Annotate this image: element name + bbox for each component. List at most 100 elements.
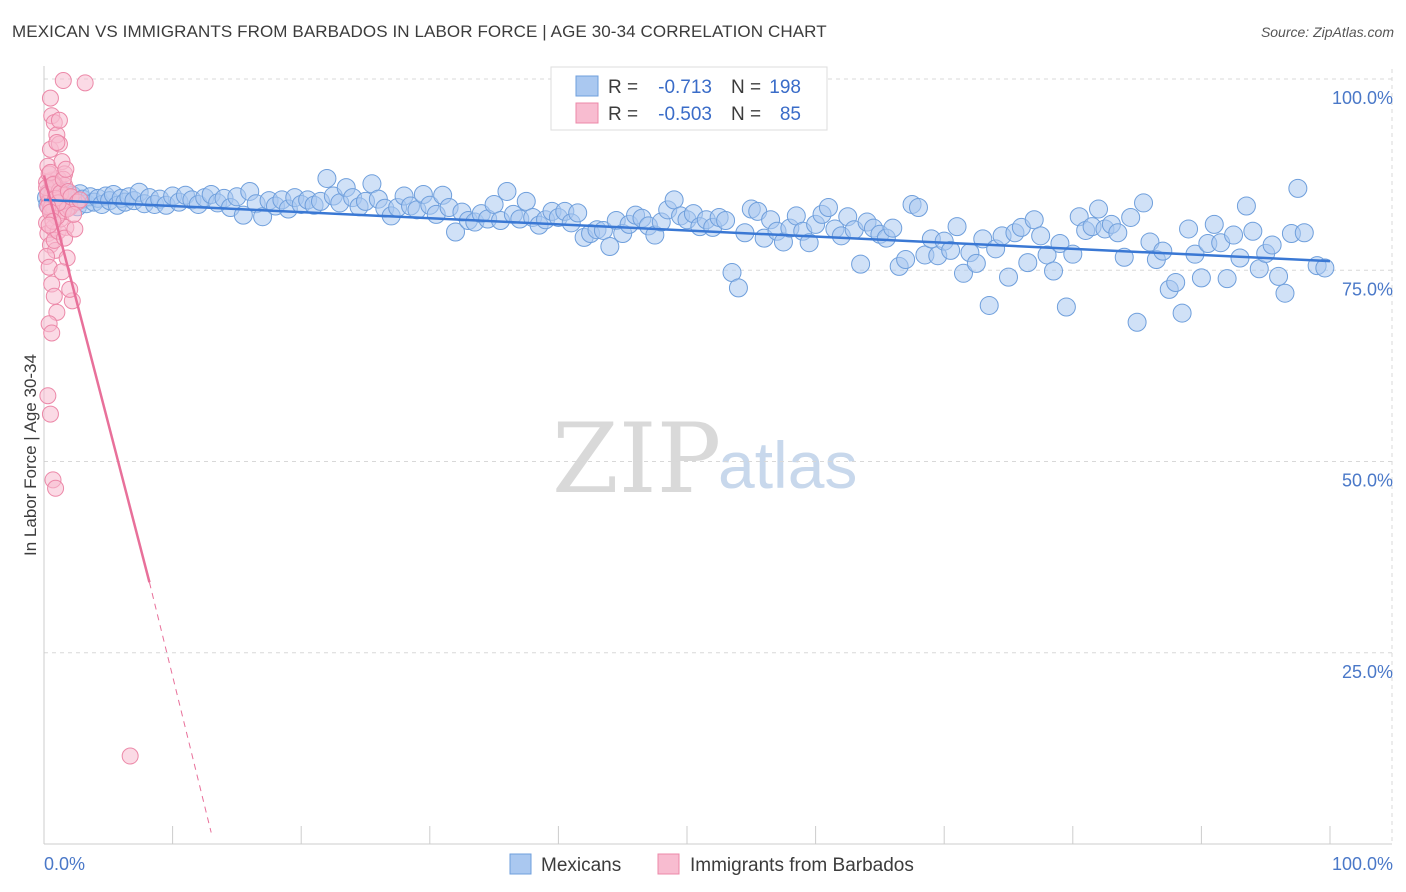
axes	[43, 66, 1392, 845]
mexicans-point	[716, 211, 736, 231]
barbados-point	[66, 220, 84, 238]
barbados-point	[50, 111, 68, 129]
mexicans-point	[728, 278, 748, 298]
y-axis-label: In Labor Force | Age 30-34	[21, 354, 40, 556]
mexicans-point	[1153, 241, 1173, 261]
mexicans-point	[1121, 207, 1141, 227]
legend-n-label: N =	[731, 104, 761, 125]
barbados-point	[39, 387, 57, 405]
y-tick-label: 100.0%	[1332, 88, 1393, 108]
barbados-point	[121, 747, 139, 765]
mexicans-point	[908, 198, 928, 218]
barbados-point	[43, 324, 61, 342]
legend-r-label: R =	[608, 104, 638, 125]
mexicans-point	[1108, 223, 1128, 243]
mexicans-point	[446, 222, 466, 242]
trend-lines	[42, 175, 1331, 833]
grid-lines	[44, 69, 1393, 844]
barbados-point	[76, 74, 94, 92]
chart-title: MEXICAN VS IMMIGRANTS FROM BARBADOS IN L…	[12, 22, 827, 41]
x-tick-label: 0.0%	[44, 854, 85, 874]
legend-n-value: 85	[780, 104, 801, 125]
mexicans-point	[1224, 225, 1244, 245]
bottom-legend-mexicans: Mexicans	[541, 855, 621, 876]
correlation-legend: R = -0.713 N = 198 R = -0.503 N = 85	[550, 66, 828, 131]
mexicans-point	[600, 237, 620, 257]
bottom-legend-swatch-mexicans	[509, 853, 532, 875]
mexicans-point	[979, 295, 999, 315]
mexicans-point	[253, 207, 273, 227]
mexicans-point	[1024, 210, 1044, 230]
legend-swatch-mexicans	[575, 75, 599, 97]
mexicans-point	[1236, 196, 1256, 216]
tick-labels: 25.0% 50.0% 75.0% 100.0% 0.0% 100.0%	[44, 88, 1393, 874]
barbados-point	[71, 191, 89, 209]
mexicans-point	[953, 263, 973, 283]
barbados-point	[47, 479, 65, 497]
watermark-atlas: atlas	[718, 428, 857, 502]
mexicans-point	[966, 253, 986, 273]
mexicans-point	[1031, 226, 1051, 246]
mexicans-point	[947, 217, 967, 237]
source-label: Source: ZipAtlas.com	[1260, 24, 1394, 40]
mexicans-point	[1018, 253, 1038, 273]
legend-n-value: 198	[769, 77, 801, 98]
barbados-point	[57, 160, 75, 178]
mexicans-point	[1217, 269, 1237, 289]
mexicans-point	[664, 190, 684, 210]
mexicans-points	[37, 168, 1335, 332]
bottom-legend-swatch-barbados	[657, 853, 680, 875]
barbados-point	[48, 133, 66, 151]
series-legend: Mexicans Immigrants from Barbados	[509, 853, 914, 876]
legend-r-value: -0.713	[658, 77, 712, 98]
mexicans-point	[851, 254, 871, 274]
mexicans-point	[1179, 219, 1199, 239]
mexicans-point	[1037, 245, 1057, 265]
bottom-legend-barbados: Immigrants from Barbados	[690, 855, 914, 876]
mexicans-point	[1134, 193, 1154, 213]
mexicans-point	[818, 198, 838, 218]
y-tick-label: 50.0%	[1342, 471, 1393, 491]
mexicans-point	[1044, 261, 1064, 281]
legend-r-value: -0.503	[658, 104, 712, 125]
mexicans-point	[1166, 272, 1186, 292]
mexicans-point	[1127, 312, 1147, 332]
mexicans-point	[999, 267, 1018, 287]
mexicans-point	[1191, 268, 1211, 288]
mexicans-point	[1294, 223, 1314, 243]
barbados-point	[41, 405, 59, 423]
watermark-zip: ZIP	[552, 403, 721, 515]
mexicans-point	[1089, 199, 1109, 219]
y-tick-label: 75.0%	[1342, 279, 1393, 299]
mexicans-point	[941, 240, 961, 260]
mexicans-point	[883, 218, 903, 238]
mexicans-point	[1269, 266, 1289, 286]
mexicans-trend-line	[43, 198, 1331, 263]
mexicans-point	[799, 233, 819, 253]
mexicans-point	[317, 168, 337, 188]
barbados-point	[65, 205, 83, 223]
barbados-point	[54, 72, 72, 90]
mexicans-point	[896, 250, 916, 270]
legend-swatch-barbados	[575, 102, 599, 124]
mexicans-point	[484, 194, 504, 214]
barbados-point	[41, 89, 59, 107]
barbados-trend-line	[42, 175, 151, 583]
mexicans-point	[1114, 247, 1134, 267]
mexicans-point	[1315, 258, 1335, 278]
barbados-trend-extension	[148, 582, 212, 833]
mexicans-point	[1056, 297, 1076, 317]
barbados-point	[45, 287, 63, 305]
barbados-points	[38, 72, 139, 765]
mexicans-point	[1172, 303, 1192, 323]
mexicans-point	[1140, 232, 1160, 252]
mexicans-point	[497, 181, 517, 201]
legend-n-label: N =	[731, 77, 761, 98]
mexicans-point	[1275, 283, 1295, 303]
mexicans-point	[1262, 235, 1282, 255]
mexicans-point	[516, 191, 536, 211]
mexicans-point	[568, 203, 588, 223]
x-tick-label: 100.0%	[1332, 854, 1393, 874]
mexicans-point	[1243, 221, 1263, 241]
